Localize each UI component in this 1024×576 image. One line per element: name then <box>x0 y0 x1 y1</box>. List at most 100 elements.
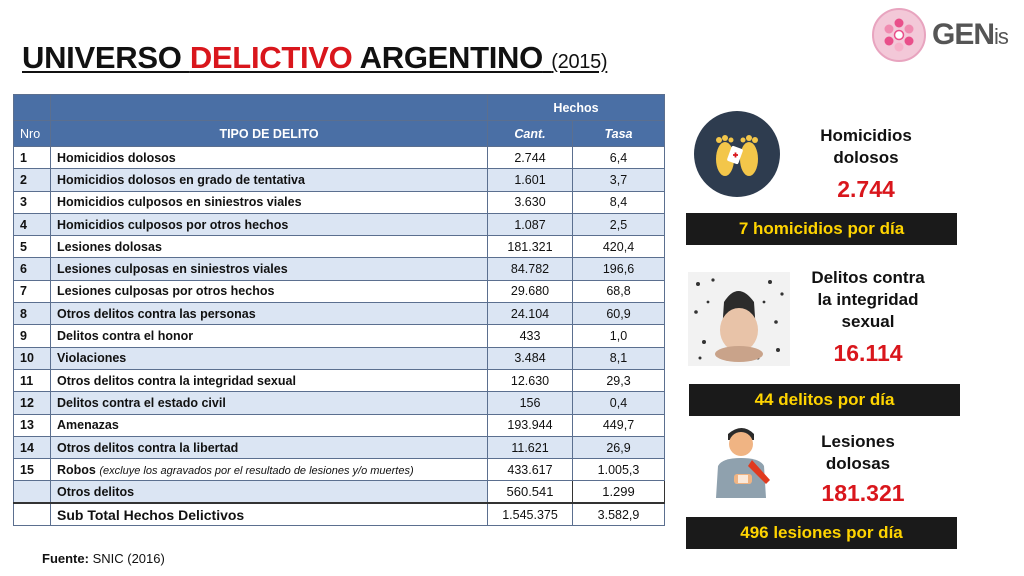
row-cant: 11.621 <box>487 435 573 460</box>
row-tipo: Homicidios dolosos en grado de tentativa <box>50 168 488 192</box>
row-tasa: 1.299 <box>572 480 665 504</box>
row-tipo-text: Otros delitos contra las personas <box>57 306 256 321</box>
row-tasa: 3.582,9 <box>572 502 665 527</box>
panel-lesiones-bar: 496 lesiones por día <box>686 517 957 549</box>
row-nro-empty <box>13 480 51 504</box>
row-tipo-text: Homicidios dolosos en grado de tentativa <box>57 172 305 187</box>
row-tipo: Sub Total Hechos Delictivos <box>50 502 488 527</box>
row-cant: 181.321 <box>487 235 573 259</box>
logo-emblem-icon <box>872 8 926 62</box>
row-cant: 433.617 <box>487 458 573 482</box>
panel-sexual-bar: 44 delitos por día <box>689 384 960 416</box>
row-tipo: Otros delitos <box>50 480 488 504</box>
row-nro: 12 <box>13 391 51 415</box>
row-cant: 433 <box>487 324 573 348</box>
row-tasa: 68,8 <box>572 279 665 304</box>
table-row: 10 Violaciones 3.484 8,1 <box>13 346 665 370</box>
row-nro: 13 <box>13 413 51 437</box>
row-tipo-text: Amenazas <box>57 418 119 433</box>
row-tasa: 26,9 <box>572 435 665 460</box>
row-cant: 560.541 <box>487 480 573 504</box>
row-tasa: 8,1 <box>572 346 665 370</box>
table-row: 14 Otros delitos contra la libertad 11.621… <box>13 435 665 460</box>
row-tipo-text: Lesiones culposas por otros hechos <box>57 284 275 299</box>
row-tipo: Robos (excluye los agravados por el resu… <box>50 458 488 482</box>
table-row: 15 Robos (excluye los agravados por el re… <box>13 458 665 482</box>
logo-text: GENis <box>932 18 1009 51</box>
row-tipo-text: Lesiones dolosas <box>57 239 162 254</box>
row-cant: 1.087 <box>487 212 573 237</box>
panel-lesiones-label: Lesiones dolosas <box>821 432 895 473</box>
row-cant: 193.944 <box>487 413 573 437</box>
row-tipo: Otros delitos contra la libertad <box>50 435 488 460</box>
col-cant: Cant. <box>487 120 573 147</box>
row-tipo: Amenazas <box>50 413 488 437</box>
table-row: 11 Otros delitos contra la integridad sex… <box>13 368 665 393</box>
panel-homicidios-bar: 7 homicidios por día <box>686 213 957 245</box>
row-tasa: 0,4 <box>572 391 665 415</box>
table-row-otros: Otros delitos 560.541 1.299 <box>13 480 665 504</box>
row-tipo-text: Lesiones culposas en siniestros viales <box>57 262 288 277</box>
table-row: 8 Otros delitos contra las personas 24.104… <box>13 302 665 326</box>
row-nro: 6 <box>13 257 51 281</box>
row-tipo: Homicidios culposos en siniestros viales <box>50 190 488 214</box>
table-row: 1 Homicidios dolosos 2.744 6,4 <box>13 145 665 170</box>
victim-silhouette-icon <box>688 272 790 366</box>
row-nro: 15 <box>13 458 51 482</box>
row-nro: 3 <box>13 190 51 214</box>
row-nro: 11 <box>13 368 51 393</box>
col-tasa: Tasa <box>572 120 665 147</box>
row-nro: 4 <box>13 212 51 237</box>
table-row-subtotal: Sub Total Hechos Delictivos 1.545.375 3.58… <box>13 502 665 527</box>
panel-lesiones-value: 181.321 <box>821 480 905 506</box>
row-cant: 1.545.375 <box>487 502 573 527</box>
title-part1: UNIVERSO <box>22 40 190 75</box>
row-tipo-text: Homicidios dolosos <box>57 150 176 165</box>
row-tasa: 1,0 <box>572 324 665 348</box>
col-tipo: TIPO DE DELITO <box>50 120 488 147</box>
row-cant: 2.744 <box>487 145 573 170</box>
title-highlight: DELICTIVO <box>189 40 353 75</box>
row-tipo-text: Delitos contra el honor <box>57 329 194 344</box>
row-cant: 1.601 <box>487 168 573 192</box>
row-cant: 12.630 <box>487 368 573 393</box>
row-nro: 8 <box>13 302 51 326</box>
row-tasa: 1.005,3 <box>572 458 665 482</box>
row-nro: 2 <box>13 168 51 192</box>
row-tipo: Homicidios culposos por otros hechos <box>50 212 488 237</box>
row-tipo-text: Delitos contra el estado civil <box>57 395 226 410</box>
injured-person-icon <box>708 424 780 498</box>
row-cant: 29.680 <box>487 279 573 304</box>
row-tipo-text: Robos <box>57 462 96 477</box>
feet-tag-icon <box>694 111 780 197</box>
col-nro: Nro <box>13 120 51 147</box>
row-cant: 156 <box>487 391 573 415</box>
table-row: 6 Lesiones culposas en siniestros viales 8… <box>13 257 665 281</box>
row-cant: 3.630 <box>487 190 573 214</box>
row-tipo: Otros delitos contra la integridad sexua… <box>50 368 488 393</box>
row-tipo: Lesiones culposas en siniestros viales <box>50 257 488 281</box>
page-title: UNIVERSO DELICTIVO ARGENTINO (2015) <box>22 40 608 76</box>
header-hechos: Hechos <box>487 94 665 121</box>
row-tipo: Delitos contra el estado civil <box>50 391 488 415</box>
table-row: 4 Homicidios culposos por otros hechos 1.0… <box>13 212 665 237</box>
row-nro-empty <box>13 502 51 527</box>
title-part3: ARGENTINO <box>352 40 544 75</box>
table-row: 3 Homicidios culposos en siniestros viale… <box>13 190 665 214</box>
row-tipo-text: Homicidios culposos por otros hechos <box>57 217 289 232</box>
table-row: 2 Homicidios dolosos en grado de tentativ… <box>13 168 665 192</box>
genis-logo: GENis <box>872 8 1022 64</box>
row-tasa: 60,9 <box>572 302 665 326</box>
title-year: (2015) <box>551 51 608 73</box>
row-tipo-text: Otros delitos contra la libertad <box>57 440 239 455</box>
row-tasa: 8,4 <box>572 190 665 214</box>
header-blank-2 <box>50 94 488 121</box>
table-row: 12 Delitos contra el estado civil 156 0,4 <box>13 391 665 415</box>
row-nro: 1 <box>13 145 51 170</box>
row-cant: 24.104 <box>487 302 573 326</box>
table-row: 5 Lesiones dolosas 181.321 420,4 <box>13 235 665 259</box>
table-row: 9 Delitos contra el honor 433 1,0 <box>13 324 665 348</box>
panel-homicidios-label: Homicidios dolosos <box>820 126 912 167</box>
row-nro: 5 <box>13 235 51 259</box>
row-tasa: 196,6 <box>572 257 665 281</box>
